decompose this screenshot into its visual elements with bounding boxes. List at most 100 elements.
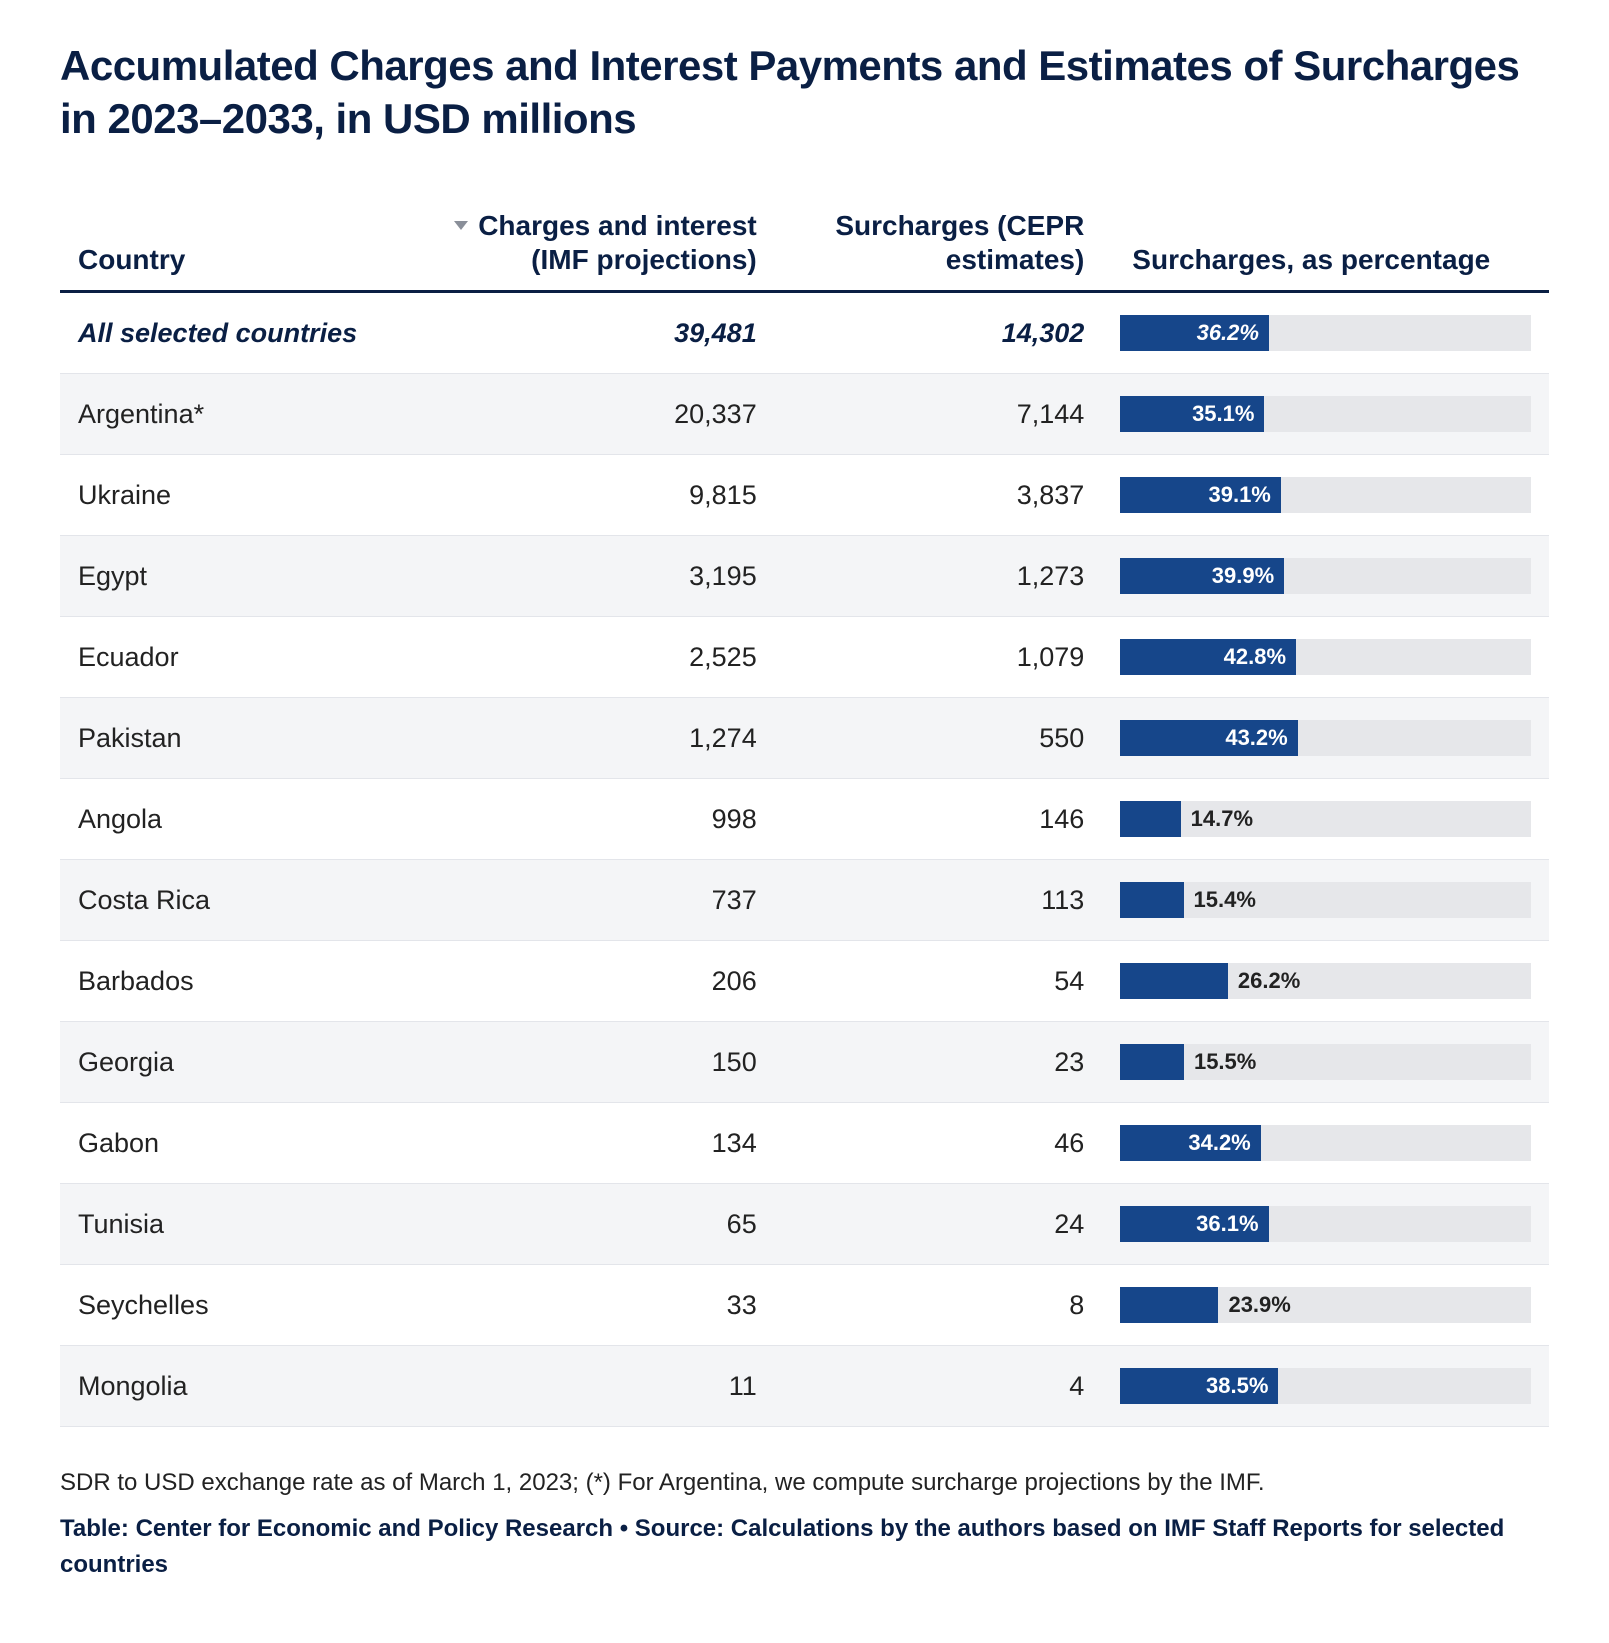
table-row: Angola99814614.7% <box>60 779 1549 860</box>
pct-bar-fill: 42.8% <box>1120 639 1296 675</box>
column-header-charges[interactable]: Charges and interest (IMF projections) <box>417 195 774 292</box>
pct-bar-label: 39.1% <box>1208 477 1270 513</box>
charges-cell: 3,195 <box>417 536 774 617</box>
pct-cell: 36.2% <box>1102 292 1549 374</box>
charges-cell: 2,525 <box>417 617 774 698</box>
pct-bar: 42.8% <box>1120 639 1531 675</box>
surcharges-cell: 8 <box>775 1265 1103 1346</box>
pct-bar: 15.5% <box>1120 1044 1531 1080</box>
country-cell: Mongolia <box>60 1346 417 1427</box>
pct-bar-fill: 36.2% <box>1120 315 1269 351</box>
pct-bar-fill <box>1120 1287 1218 1323</box>
pct-cell: 39.9% <box>1102 536 1549 617</box>
surcharges-cell: 23 <box>775 1022 1103 1103</box>
pct-bar-label: 26.2% <box>1238 963 1300 999</box>
charges-cell: 33 <box>417 1265 774 1346</box>
page-root: Accumulated Charges and Interest Payment… <box>0 0 1609 1643</box>
pct-bar: 36.2% <box>1120 315 1531 351</box>
surcharges-cell: 7,144 <box>775 374 1103 455</box>
pct-bar: 14.7% <box>1120 801 1531 837</box>
pct-bar: 38.5% <box>1120 1368 1531 1404</box>
surcharges-cell: 1,079 <box>775 617 1103 698</box>
table-row: Ecuador2,5251,07942.8% <box>60 617 1549 698</box>
table-row: Georgia1502315.5% <box>60 1022 1549 1103</box>
column-header-charges-label: Charges and interest (IMF projections) <box>478 210 757 275</box>
pct-bar-label: 35.1% <box>1192 396 1254 432</box>
column-header-surcharges-label: Surcharges (CEPR estimates) <box>835 210 1084 275</box>
table-row: Barbados2065426.2% <box>60 941 1549 1022</box>
country-cell: All selected countries <box>60 292 417 374</box>
pct-bar: 23.9% <box>1120 1287 1531 1323</box>
country-cell: Tunisia <box>60 1184 417 1265</box>
pct-cell: 36.1% <box>1102 1184 1549 1265</box>
table-body: All selected countries39,48114,302 36.2% A… <box>60 292 1549 1427</box>
pct-bar-fill <box>1120 963 1228 999</box>
pct-bar-label: 36.1% <box>1196 1206 1258 1242</box>
pct-bar-fill: 34.2% <box>1120 1125 1260 1161</box>
country-cell: Ukraine <box>60 455 417 536</box>
column-header-country-label: Country <box>78 244 185 275</box>
pct-bar-label: 42.8% <box>1224 639 1286 675</box>
table-row: Costa Rica737113 15.4% <box>60 860 1549 941</box>
charges-cell: 9,815 <box>417 455 774 536</box>
pct-bar-label: 15.4% <box>1194 882 1256 918</box>
surcharges-cell: 54 <box>775 941 1103 1022</box>
pct-bar-label: 23.9% <box>1228 1287 1290 1323</box>
table-row: Tunisia652436.1% <box>60 1184 1549 1265</box>
country-cell: Barbados <box>60 941 417 1022</box>
data-table: Country Charges and interest (IMF projec… <box>60 195 1549 1427</box>
country-cell: Costa Rica <box>60 860 417 941</box>
charges-cell: 737 <box>417 860 774 941</box>
country-cell: Angola <box>60 779 417 860</box>
pct-bar: 34.2% <box>1120 1125 1531 1161</box>
pct-bar: 35.1% <box>1120 396 1531 432</box>
surcharges-cell: 3,837 <box>775 455 1103 536</box>
pct-bar-fill <box>1120 801 1180 837</box>
pct-bar: 15.4% <box>1120 882 1531 918</box>
charges-cell: 150 <box>417 1022 774 1103</box>
pct-bar-fill: 39.1% <box>1120 477 1281 513</box>
pct-cell: 34.2% <box>1102 1103 1549 1184</box>
pct-bar-label: 43.2% <box>1225 720 1287 756</box>
surcharges-cell: 1,273 <box>775 536 1103 617</box>
column-header-country[interactable]: Country <box>60 195 417 292</box>
pct-cell: 23.9% <box>1102 1265 1549 1346</box>
surcharges-cell: 24 <box>775 1184 1103 1265</box>
country-cell: Seychelles <box>60 1265 417 1346</box>
pct-bar-label: 36.2% <box>1197 315 1259 351</box>
surcharges-cell: 113 <box>775 860 1103 941</box>
table-row: Pakistan1,27455043.2% <box>60 698 1549 779</box>
pct-bar-label: 38.5% <box>1206 1368 1268 1404</box>
table-row: Gabon1344634.2% <box>60 1103 1549 1184</box>
page-title: Accumulated Charges and Interest Payment… <box>60 40 1549 145</box>
column-header-pct[interactable]: Surcharges, as percentage <box>1102 195 1549 292</box>
pct-cell: 39.1% <box>1102 455 1549 536</box>
pct-bar-fill <box>1120 882 1183 918</box>
pct-bar: 43.2% <box>1120 720 1531 756</box>
table-row: Ukraine9,8153,837 39.1% <box>60 455 1549 536</box>
country-cell: Egypt <box>60 536 417 617</box>
pct-bar-label: 15.5% <box>1194 1044 1256 1080</box>
pct-bar-fill: 35.1% <box>1120 396 1264 432</box>
table-row: Argentina*20,3377,14435.1% <box>60 374 1549 455</box>
pct-cell: 42.8% <box>1102 617 1549 698</box>
country-cell: Argentina* <box>60 374 417 455</box>
pct-cell: 35.1% <box>1102 374 1549 455</box>
pct-bar: 36.1% <box>1120 1206 1531 1242</box>
pct-bar-fill: 43.2% <box>1120 720 1297 756</box>
charges-cell: 998 <box>417 779 774 860</box>
charges-cell: 134 <box>417 1103 774 1184</box>
pct-cell: 15.5% <box>1102 1022 1549 1103</box>
pct-cell: 15.4% <box>1102 860 1549 941</box>
charges-cell: 11 <box>417 1346 774 1427</box>
column-header-surcharges[interactable]: Surcharges (CEPR estimates) <box>775 195 1103 292</box>
table-header-row: Country Charges and interest (IMF projec… <box>60 195 1549 292</box>
charges-cell: 1,274 <box>417 698 774 779</box>
surcharges-cell: 4 <box>775 1346 1103 1427</box>
pct-cell: 14.7% <box>1102 779 1549 860</box>
surcharges-cell: 14,302 <box>775 292 1103 374</box>
charges-cell: 39,481 <box>417 292 774 374</box>
table-row: Seychelles338 23.9% <box>60 1265 1549 1346</box>
pct-bar-fill: 39.9% <box>1120 558 1284 594</box>
pct-cell: 26.2% <box>1102 941 1549 1022</box>
